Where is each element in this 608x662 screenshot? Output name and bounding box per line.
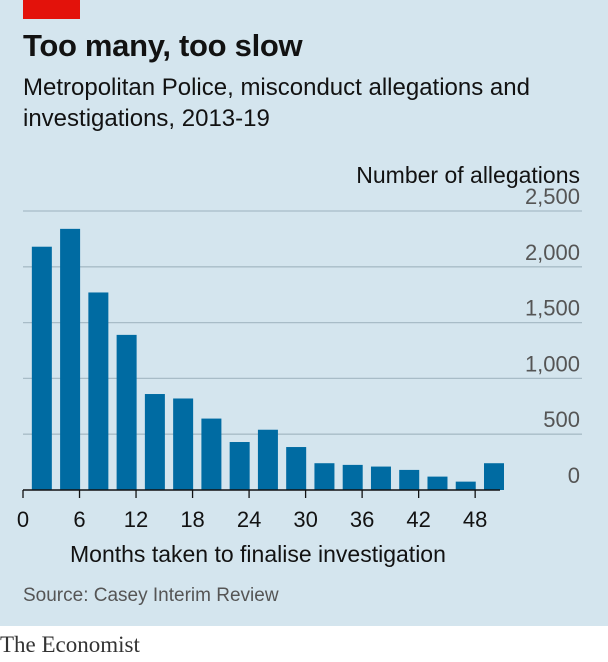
y-tick-label: 2,000 (525, 240, 580, 265)
x-tick-label: 6 (73, 507, 85, 532)
x-tick-label: 24 (237, 507, 261, 532)
y-tick-label: 0 (568, 463, 580, 488)
x-tick-label: 18 (180, 507, 204, 532)
bar (484, 463, 504, 490)
x-tick-label: 36 (350, 507, 374, 532)
bar (88, 292, 109, 490)
y-tick-label: 2,500 (525, 184, 580, 209)
x-tick-label: 12 (124, 507, 148, 532)
x-tick-label: 0 (17, 507, 29, 532)
bar (370, 466, 391, 490)
y-axis-label: Number of allegations (356, 162, 580, 188)
x-tick-label: 30 (293, 507, 317, 532)
brand-wordmark: The Economist (0, 632, 140, 657)
bar (144, 394, 165, 490)
bar (173, 398, 194, 490)
bar (399, 469, 420, 490)
bar (286, 447, 307, 490)
bar (342, 464, 363, 490)
y-tick-label: 1,500 (525, 296, 580, 321)
brand-red-tag (23, 0, 80, 19)
bar (229, 442, 250, 490)
x-axis-label: Months taken to finalise investigation (70, 541, 446, 567)
bar (201, 418, 222, 490)
bar (116, 334, 137, 490)
chart-title: Too many, too slow (23, 28, 303, 63)
x-tick-labels: 0 6 12 18 24 30 36 42 48 (17, 490, 487, 532)
y-tick-label: 1,000 (525, 351, 580, 376)
bar (60, 228, 81, 490)
grid-lines (23, 210, 582, 435)
x-tick-label: 42 (406, 507, 430, 532)
y-tick-label: 500 (543, 407, 580, 432)
bar (314, 463, 335, 490)
chart-subtitle: Metropolitan Police, misconduct allegati… (23, 74, 530, 132)
bar-chart: 0 500 1,000 1,500 2,000 2,500 0 6 12 18 24 30 36 42 4… (17, 184, 582, 532)
bar (427, 476, 448, 490)
bar (257, 429, 278, 490)
bar (31, 246, 52, 490)
source-note: Source: Casey Interim Review (23, 585, 279, 606)
y-tick-labels: 0 500 1,000 1,500 2,000 2,500 (525, 184, 580, 488)
x-tick-label: 48 (463, 507, 487, 532)
bars (31, 228, 504, 490)
bar (455, 481, 476, 490)
